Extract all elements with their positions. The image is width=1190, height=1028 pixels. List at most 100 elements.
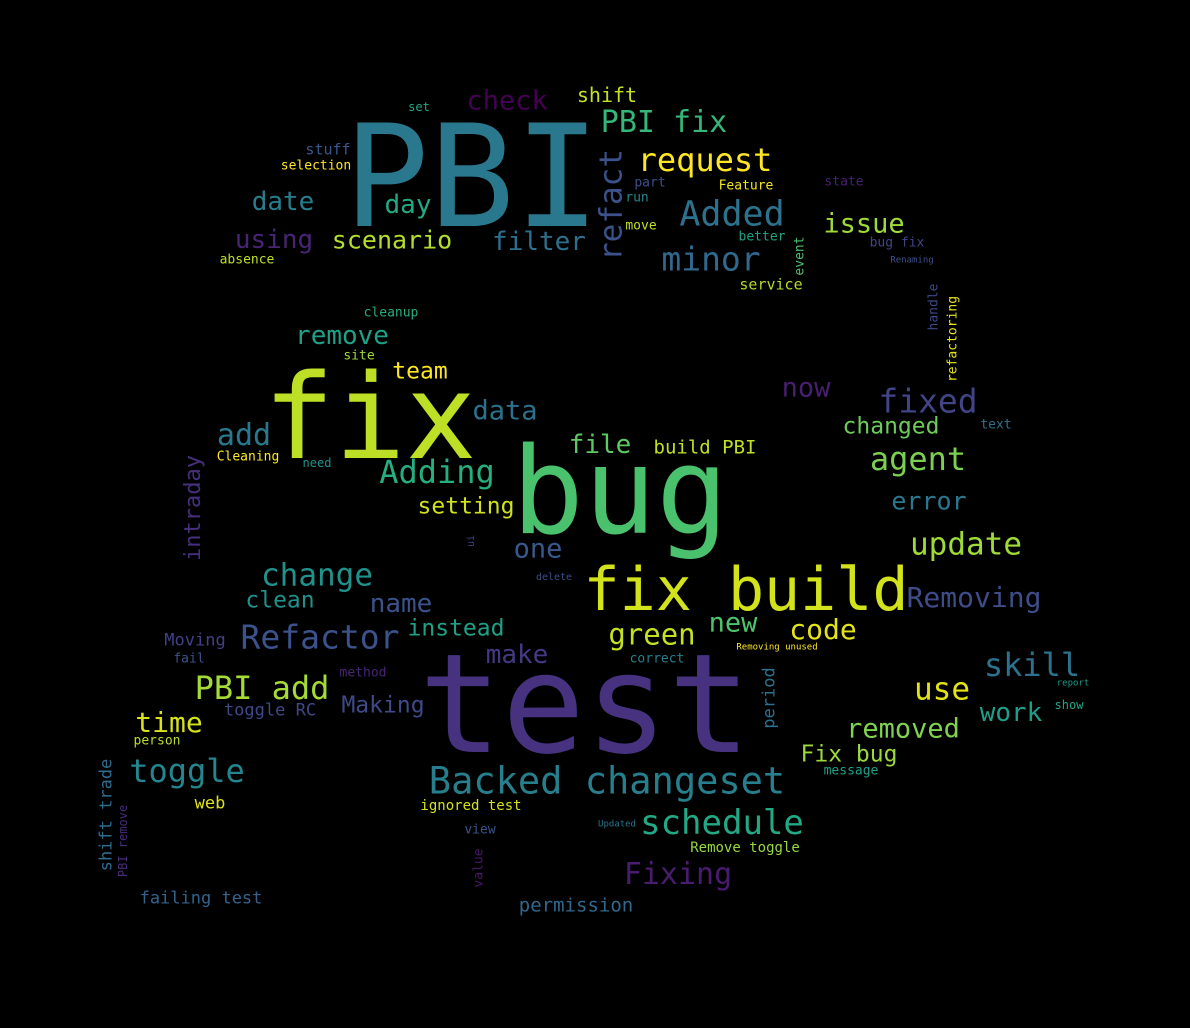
- word-error: error: [891, 486, 967, 516]
- word-green: green: [608, 617, 696, 652]
- word-remove-toggle: Remove toggle: [690, 840, 800, 856]
- word-move: move: [625, 218, 657, 234]
- word-pbi-remove: PBI remove: [116, 804, 130, 878]
- word-fail: fail: [173, 651, 205, 667]
- word-changed: changed: [842, 413, 940, 440]
- word-better: better: [738, 229, 786, 245]
- word-selection: selection: [280, 158, 352, 174]
- word-permission: permission: [518, 894, 634, 917]
- word-making: Making: [341, 692, 425, 719]
- word-check: check: [466, 85, 548, 117]
- word-fixing: Fixing: [623, 857, 733, 892]
- word-refactor: Refactor: [240, 617, 400, 657]
- word-filter: filter: [492, 227, 586, 257]
- word-schedule: schedule: [640, 803, 804, 843]
- word-fix-bug: Fix bug: [800, 741, 898, 768]
- word-pbi: PBI: [343, 95, 601, 260]
- word-fix-build: fix build: [583, 555, 909, 625]
- word-minor: minor: [661, 239, 761, 279]
- word-bug-fix: bug fix: [869, 235, 925, 251]
- word-set: set: [408, 100, 430, 114]
- word-one: one: [513, 533, 563, 565]
- word-change: change: [261, 557, 373, 594]
- word-shift-trade: shift trade: [96, 758, 117, 872]
- word-new: new: [708, 607, 758, 639]
- word-add: add: [216, 418, 272, 453]
- word-correct: correct: [629, 651, 685, 667]
- word-data: data: [472, 395, 538, 427]
- word-clean: clean: [245, 587, 315, 614]
- word-request: request: [637, 141, 773, 179]
- word-bug: bug: [511, 423, 729, 562]
- word-fix: fix: [263, 348, 477, 486]
- word-value: value: [471, 848, 487, 888]
- word-update: update: [910, 526, 1022, 563]
- word-feature: Feature: [718, 178, 774, 194]
- word-period: period: [759, 667, 780, 729]
- word-view: view: [464, 822, 496, 838]
- word-removed: removed: [846, 713, 960, 745]
- word-toggle-rc: toggle RC: [223, 700, 317, 721]
- word-added: Added: [679, 194, 785, 235]
- word-issue: issue: [823, 208, 905, 240]
- word-cleanup: cleanup: [363, 305, 419, 321]
- word-need: need: [302, 456, 332, 470]
- word-text: text: [980, 417, 1012, 433]
- word-delete: delete: [535, 572, 573, 583]
- word-handle: handle: [926, 283, 942, 331]
- word-scenario: scenario: [331, 225, 453, 255]
- word-ignored-test: ignored test: [420, 798, 522, 814]
- word-team: team: [392, 358, 448, 385]
- word-skill: skill: [983, 646, 1081, 684]
- word-message: message: [823, 763, 879, 779]
- word-part: part: [634, 175, 666, 191]
- word-toggle: toggle: [129, 752, 245, 790]
- word-build-pbi: build PBI: [653, 436, 757, 459]
- word-renaming: Renaming: [890, 255, 934, 266]
- word-moving: Moving: [164, 630, 226, 651]
- word-refactoring: refactoring: [945, 295, 961, 383]
- word-fixed: fixed: [878, 381, 978, 421]
- word-use: use: [914, 671, 970, 708]
- word-refact: refact: [593, 149, 630, 261]
- word-pbi-add: PBI add: [194, 669, 330, 707]
- word-work: work: [979, 698, 1043, 728]
- word-event: event: [792, 236, 808, 276]
- word-time: time: [135, 706, 203, 739]
- word-agent: agent: [869, 440, 967, 478]
- word-adding: Adding: [379, 453, 495, 491]
- word-using: using: [234, 225, 314, 255]
- word-now: now: [781, 372, 831, 404]
- word-removing: Removing: [906, 581, 1042, 614]
- word-absence: absence: [219, 252, 275, 268]
- word-updated: Updated: [598, 819, 636, 830]
- word-ui: ui: [466, 534, 477, 548]
- word-make: make: [485, 640, 549, 670]
- word-setting: setting: [417, 493, 515, 520]
- word-pbi-fix: PBI fix: [600, 105, 728, 140]
- word-person: person: [133, 733, 181, 749]
- word-state: state: [824, 174, 864, 190]
- word-report: report: [1056, 678, 1090, 689]
- word-day: day: [384, 190, 432, 220]
- word-show: show: [1054, 698, 1084, 712]
- word-date: date: [251, 187, 315, 217]
- word-name: name: [369, 589, 433, 619]
- word-service: service: [739, 275, 803, 294]
- word-remove: remove: [295, 321, 389, 351]
- word-site: site: [343, 348, 375, 364]
- word-cleaning: Cleaning: [216, 449, 280, 465]
- word-test: test: [418, 624, 752, 785]
- word-method: method: [339, 665, 387, 681]
- word-web: web: [194, 793, 226, 814]
- word-file: file: [568, 430, 632, 460]
- word-removing-unused: Removing unused: [736, 642, 818, 653]
- word-failing-test: failing test: [139, 888, 263, 909]
- word-stuff: stuff: [305, 140, 351, 159]
- word-run: run: [625, 190, 649, 206]
- word-instead: instead: [407, 615, 505, 642]
- word-shift: shift: [576, 83, 638, 107]
- word-backed-changeset: Backed changeset: [428, 759, 786, 803]
- word-code: code: [789, 613, 857, 646]
